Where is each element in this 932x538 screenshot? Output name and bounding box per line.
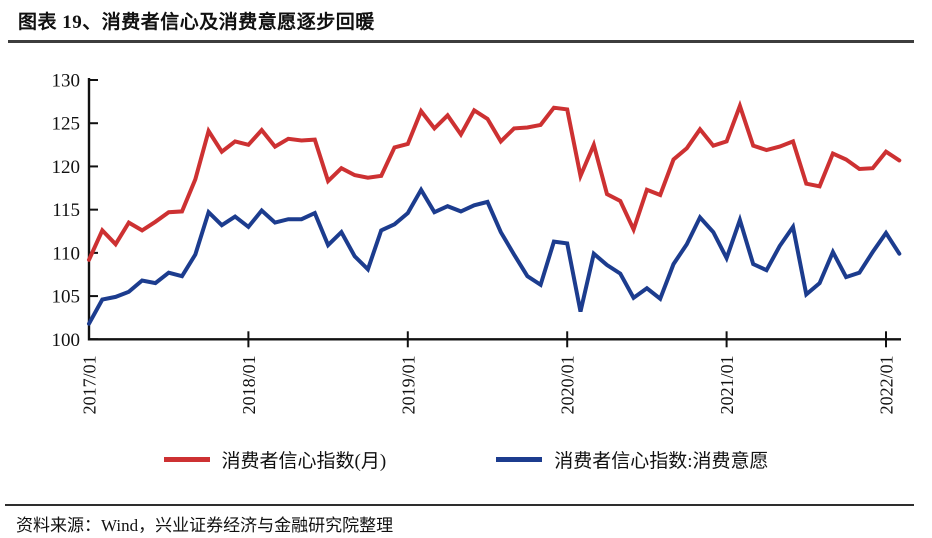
chart-title: 图表 19、消费者信心及消费意愿逐步回暖: [18, 12, 375, 33]
legend-swatch-blue-line: [496, 456, 543, 463]
x-axis-tick-label: 2018/01: [239, 355, 259, 414]
source-note: 资料来源：Wind，兴业证券经济与金融研究院整理: [16, 516, 394, 535]
y-axis-tick-label: 120: [52, 157, 81, 178]
y-axis-tick-label: 130: [52, 71, 81, 92]
x-axis-tick-label: 2019/01: [398, 355, 418, 414]
x-axis-tick-label: 2021/01: [717, 355, 737, 414]
x-axis-tick-label: 2017/01: [80, 355, 100, 414]
title-divider: [8, 40, 914, 43]
x-axis-tick-label: 2022/01: [877, 355, 897, 414]
axis-lines: [87, 78, 901, 341]
consumer-confidence-index-line: [87, 99, 902, 262]
legend-swatch-red-line: [163, 456, 210, 463]
source-divider: [5, 504, 914, 506]
legend-label: 消费者信心指数:消费意愿: [554, 451, 769, 472]
y-axis-tick-label: 115: [52, 200, 80, 221]
legend-item-confidence-index: 消费者信心指数(月): [163, 446, 387, 473]
y-axis-tick-label: 100: [52, 330, 81, 351]
chart-legend: 消费者信心指数(月) 消费者信心指数:消费意愿: [0, 446, 932, 473]
legend-label: 消费者信心指数(月): [221, 451, 387, 472]
legend-item-consumption-willingness: 消费者信心指数:消费意愿: [496, 446, 768, 473]
consumption-willingness-line: [87, 185, 902, 326]
x-axis-tick-label: 2020/01: [558, 355, 578, 414]
y-axis-tick-label: 125: [52, 114, 81, 135]
y-axis-tick-label: 110: [52, 243, 80, 264]
y-axis-tick-label: 105: [52, 287, 81, 308]
